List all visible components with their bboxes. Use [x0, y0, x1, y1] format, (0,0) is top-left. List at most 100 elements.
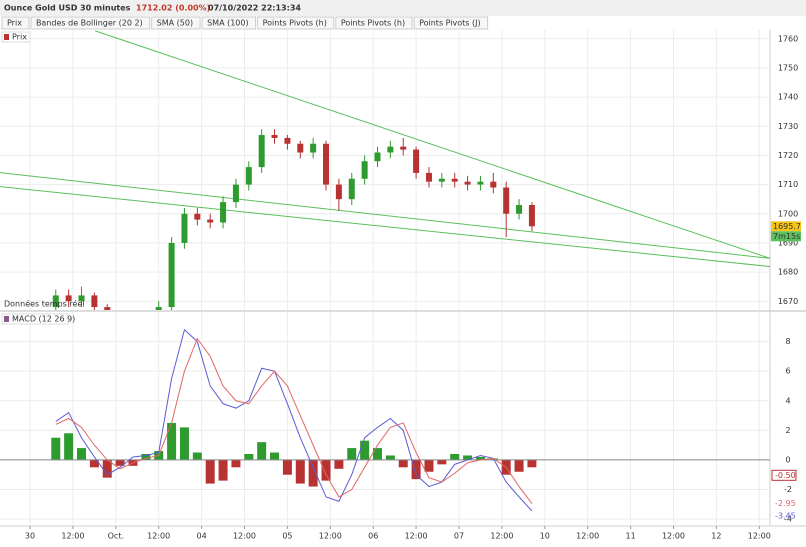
x-tick-label: 04: [197, 532, 207, 541]
histogram-bar: [308, 459, 318, 487]
candle-body: [91, 295, 98, 308]
toolbar-button-label: Bandes de Bollinger (20 2): [36, 19, 143, 28]
candle-body: [310, 143, 317, 153]
y-tick-label: 8: [785, 337, 790, 346]
histogram-bar: [321, 459, 331, 481]
histogram-bar: [167, 422, 177, 460]
candle-body: [284, 137, 291, 144]
histogram-bar: [437, 459, 447, 465]
toolbar-button-label: Prix: [7, 19, 22, 28]
candle-body: [464, 181, 471, 185]
histogram-bar: [360, 440, 370, 460]
toolbar-button-label: SMA (50): [157, 19, 193, 28]
histogram-bar: [334, 459, 344, 469]
toolbar-button[interactable]: [151, 16, 201, 30]
toolbar-button[interactable]: [257, 16, 335, 30]
macd-line: [55, 328, 533, 512]
toolbar-button-label: Points Pivots (h): [263, 19, 327, 28]
candle-body: [143, 316, 149, 325]
x-tick-label: 12:00: [748, 532, 771, 541]
candle-body: [207, 219, 214, 223]
histogram-bar: [270, 452, 280, 460]
interval: 30 minutes: [80, 4, 131, 13]
candle-body: [52, 295, 59, 308]
countdown: 7m15s: [773, 232, 800, 241]
x-tick-label: 12:00: [662, 532, 685, 541]
histogram-bar: [89, 459, 99, 468]
macd-line: [55, 337, 533, 504]
candle-body: [438, 178, 445, 182]
histogram-bar: [463, 455, 473, 460]
histogram-bar: [141, 454, 151, 460]
last-price-label: 1695.7: [773, 222, 801, 231]
y-tick-label: 6: [785, 367, 790, 376]
x-tick-label: 12:00: [319, 532, 342, 541]
x-tick-label: 12:00: [405, 532, 428, 541]
x-tick-label: 12:00: [61, 532, 84, 541]
legend-label: Prix: [12, 33, 27, 42]
candle-body: [425, 172, 432, 182]
instrument-title: Ounce Gold USD: [4, 4, 78, 13]
marker-label: -2.95: [775, 499, 796, 508]
histogram-bar: [514, 459, 524, 472]
x-tick-label: 12: [711, 532, 721, 541]
y-tick-label: 1690: [778, 238, 798, 247]
candle-body: [516, 205, 523, 214]
candle-body: [374, 152, 381, 162]
datetime: 07/10/2022 22:13:34: [208, 4, 301, 13]
candle-body: [194, 213, 201, 220]
histogram-bar: [475, 456, 485, 460]
toolbar-button[interactable]: [201, 16, 257, 30]
y-tick-label: 2: [785, 426, 790, 435]
histogram-bar: [244, 454, 254, 460]
header-bar: [0, 0, 806, 16]
histogram-bar: [102, 459, 112, 478]
toolbar-button-label: Points Pivots (h): [341, 19, 405, 28]
toolbar: Prix Bandes de Bollinger (20 2) SMA (50) SM…: [1, 16, 489, 30]
y-tick-label: 1680: [778, 268, 798, 277]
candle-body: [323, 143, 330, 185]
countdown-box: [771, 231, 801, 242]
histogram-bar: [372, 448, 382, 460]
y-tick-label: 1710: [778, 180, 798, 189]
last-price: 1712.02 (0.00%): [136, 4, 210, 13]
histogram-bar: [218, 459, 228, 481]
histogram-bar: [527, 459, 537, 468]
candle-body: [361, 161, 368, 179]
histogram-bar: [115, 459, 125, 466]
toolbar-button[interactable]: [1, 16, 30, 30]
toolbar-button[interactable]: [413, 16, 489, 30]
candle-body: [258, 135, 265, 168]
histogram-bar: [231, 459, 241, 468]
x-tick-label: 12:00: [490, 532, 513, 541]
histogram-bar: [205, 459, 215, 484]
candle-body: [297, 143, 304, 153]
y-tick-label: 1760: [778, 34, 798, 43]
toolbar-button[interactable]: [30, 16, 151, 30]
last-price-box: [771, 221, 801, 232]
toolbar-button[interactable]: [335, 16, 413, 30]
histogram-bar: [64, 433, 74, 460]
candle-body: [130, 319, 136, 325]
x-tick-label: 10: [540, 532, 550, 541]
legend-swatch: [4, 316, 9, 322]
x-tick-label: 07: [454, 532, 464, 541]
candle-body: [78, 295, 85, 302]
y-tick-label: 1720: [778, 151, 798, 160]
trend-line: [95, 30, 770, 259]
marker-label: -3.45: [775, 511, 796, 520]
histogram-bar: [347, 448, 357, 460]
y-tick-label: 1730: [778, 122, 798, 131]
y-tick-label: -2: [784, 485, 792, 494]
histogram-bar: [424, 459, 434, 472]
x-tick-label: 30: [25, 532, 35, 541]
y-tick-label: 1750: [778, 63, 798, 72]
trend-line: [0, 186, 770, 268]
candle-body: [451, 178, 458, 182]
legend-swatch: [4, 34, 9, 40]
candle-body: [271, 135, 278, 138]
candle-body: [104, 307, 111, 310]
y-tick-label: 0: [785, 455, 790, 464]
trend-line: [0, 172, 770, 259]
